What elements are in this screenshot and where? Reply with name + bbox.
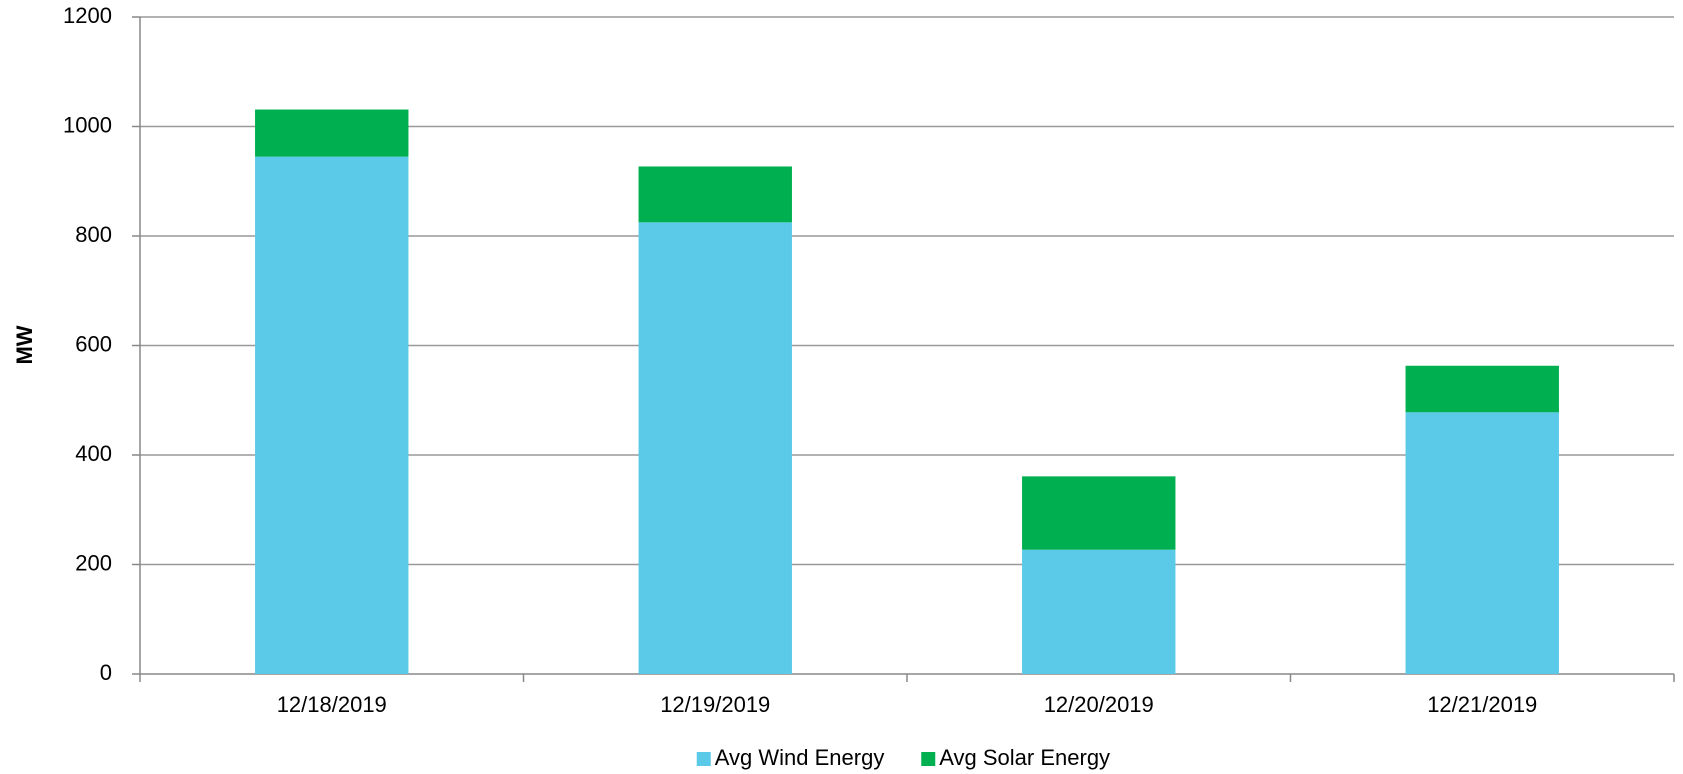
y-tick-label: 1200 <box>63 3 112 28</box>
legend-swatch <box>696 752 711 766</box>
bar-segment <box>1022 549 1176 674</box>
bar-segment <box>1405 365 1559 413</box>
bar-segment <box>1405 412 1559 674</box>
y-tick-label: 1000 <box>63 112 112 137</box>
y-tick-label: 600 <box>75 331 112 356</box>
bar-segment <box>638 222 792 674</box>
x-tick-label: 12/21/2019 <box>1427 692 1537 717</box>
y-axis-label: MW <box>12 325 37 364</box>
bar-segment <box>255 109 409 157</box>
x-tick-label: 12/20/2019 <box>1044 692 1154 717</box>
y-tick-label: 400 <box>75 441 112 466</box>
legend-label: Avg Solar Energy <box>939 745 1110 770</box>
bar-segment <box>255 156 409 675</box>
y-tick-label: 800 <box>75 222 112 247</box>
y-tick-label: 0 <box>100 660 112 685</box>
y-tick-label: 200 <box>75 550 112 575</box>
x-tick-label: 12/18/2019 <box>277 692 387 717</box>
legend-swatch <box>921 752 936 766</box>
legend-label: Avg Wind Energy <box>715 745 885 770</box>
bar-segment <box>1022 476 1176 550</box>
bar-segment <box>638 166 792 223</box>
x-tick-label: 12/19/2019 <box>660 692 770 717</box>
